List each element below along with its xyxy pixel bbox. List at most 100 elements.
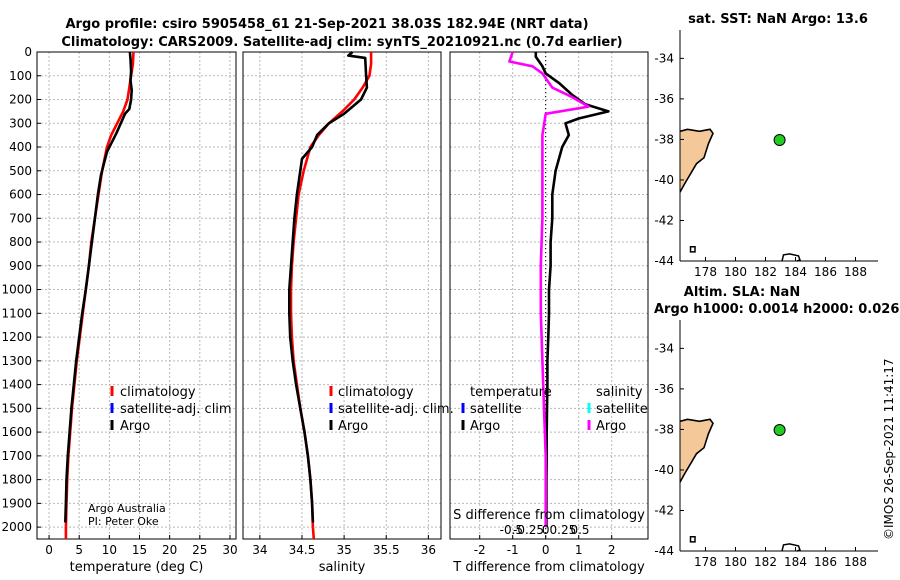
legend-label: satellite bbox=[470, 402, 522, 417]
map-x-tick-label: 178 bbox=[694, 265, 717, 279]
map-y-tick-label: -38 bbox=[654, 132, 674, 146]
figure-title-line2: Climatology: CARS2009. Satellite-adj cli… bbox=[61, 35, 622, 50]
axes-frame bbox=[36, 51, 237, 540]
x-tick-label: -1 bbox=[507, 543, 519, 557]
y-tick-label: 1100 bbox=[1, 306, 32, 320]
timestamp-label: ©IMOS 26-Sep-2021 11:41:17 bbox=[882, 358, 896, 540]
y-tick-label: 0 bbox=[24, 45, 32, 59]
map-x-tick-label: 184 bbox=[784, 555, 807, 569]
map-subtitle: Argo h1000: 0.0014 h2000: 0.026 bbox=[654, 302, 899, 317]
y-tick-label: 100 bbox=[9, 69, 32, 83]
y-tick-label: 700 bbox=[9, 211, 32, 225]
x-axis-label: T difference from climatology bbox=[452, 560, 645, 575]
pi-label: PI: Peter Oke bbox=[88, 515, 159, 528]
y-tick-label: 900 bbox=[9, 259, 32, 273]
series-line-t-diff bbox=[534, 52, 610, 528]
x-tick-label: 25 bbox=[192, 543, 207, 557]
s-tick-label: 0 bbox=[542, 523, 550, 537]
y-tick-label: 200 bbox=[9, 93, 32, 107]
s-tick-label: 0.5 bbox=[570, 523, 589, 537]
x-tick-label: 5 bbox=[75, 543, 83, 557]
map-x-tick-label: 180 bbox=[724, 265, 747, 279]
x-tick-label: 0 bbox=[542, 543, 550, 557]
map-title: sat. SST: NaN Argo: 13.6 bbox=[688, 12, 868, 27]
s-tick-label: 0.25 bbox=[550, 523, 577, 537]
map-y-tick-label: -42 bbox=[654, 503, 674, 517]
map-y-tick-label: -38 bbox=[654, 422, 674, 436]
map-x-tick-label: 180 bbox=[724, 555, 747, 569]
series-line-argo bbox=[288, 51, 369, 523]
x-tick-label: 1 bbox=[575, 543, 583, 557]
map-x-tick-label: 186 bbox=[814, 265, 837, 279]
x-tick-label: 10 bbox=[102, 543, 117, 557]
map-x-tick-label: 182 bbox=[754, 265, 777, 279]
legend-label: Argo bbox=[596, 419, 626, 434]
legend-label: satellite-adj. clim bbox=[120, 402, 232, 417]
y-tick-label: 1600 bbox=[1, 425, 32, 439]
map-y-tick-label: -40 bbox=[654, 173, 674, 187]
figure-title-line1: Argo profile: csiro 5905458_61 21-Sep-20… bbox=[65, 17, 588, 32]
y-tick-label: 400 bbox=[9, 140, 32, 154]
x-tick-label: 15 bbox=[132, 543, 147, 557]
x-tick-label: 35 bbox=[336, 543, 351, 557]
legend-label: satellite-adj. clim. bbox=[338, 402, 454, 417]
map-y-tick-label: -40 bbox=[654, 463, 674, 477]
y-tick-label: 800 bbox=[9, 235, 32, 249]
temperature-panel: 0 5 10 15 20 25 300100200300400500600700800900… bbox=[1, 45, 237, 575]
credit-label: Argo Australia bbox=[88, 502, 166, 515]
legend-label: climatology bbox=[338, 385, 414, 400]
island-outline bbox=[781, 543, 801, 552]
land-mass bbox=[679, 418, 714, 483]
map-x-tick-label: 184 bbox=[784, 265, 807, 279]
island-outline bbox=[781, 253, 801, 262]
legend-label: satellite bbox=[596, 402, 648, 417]
top-axis-label: S difference from climatology bbox=[453, 508, 645, 523]
legend-label: Argo bbox=[470, 419, 500, 434]
series-line-climatology bbox=[289, 52, 373, 540]
legend-label: climatology bbox=[120, 385, 196, 400]
island-outline bbox=[689, 246, 696, 253]
s-tick-label: -0.5 bbox=[500, 523, 523, 537]
map-y-tick-label: -36 bbox=[654, 382, 674, 396]
legend-title-salinity: salinity bbox=[596, 385, 643, 400]
y-tick-label: 300 bbox=[9, 116, 32, 130]
sla-map-panel: -34 -36 -38 -40 -42 -44 178 180 182 184 186 188 Alti… bbox=[654, 285, 899, 569]
y-tick-label: 1300 bbox=[1, 354, 32, 368]
series-line-argo bbox=[64, 51, 133, 523]
legend-label: Argo bbox=[120, 419, 150, 434]
map-y-tick-label: -44 bbox=[654, 544, 674, 558]
series-line-climatology bbox=[64, 51, 135, 539]
map-x-tick-label: 188 bbox=[844, 555, 867, 569]
map-y-tick-label: -34 bbox=[654, 341, 674, 355]
x-tick-label: 34.5 bbox=[289, 543, 316, 557]
x-tick-label: 36 bbox=[421, 543, 436, 557]
y-tick-label: 500 bbox=[9, 164, 32, 178]
land-mass bbox=[679, 128, 714, 193]
sst-map-panel: -34 -36 -38 -40 -42 -44 178 180 182 184 186 188 sat.… bbox=[654, 12, 878, 279]
y-tick-label: 1400 bbox=[1, 378, 32, 392]
y-tick-label: 1200 bbox=[1, 330, 32, 344]
x-tick-label: -2 bbox=[474, 543, 486, 557]
map-y-tick-label: -44 bbox=[654, 254, 674, 268]
x-tick-label: 20 bbox=[162, 543, 177, 557]
map-x-tick-label: 182 bbox=[754, 555, 777, 569]
x-axis-label: temperature (deg C) bbox=[70, 560, 204, 575]
axes-frame bbox=[242, 51, 442, 540]
map-y-tick-label: -42 bbox=[654, 213, 674, 227]
map-y-tick-label: -36 bbox=[654, 92, 674, 106]
x-tick-label: 34 bbox=[252, 543, 267, 557]
map-title: Altim. SLA: NaN bbox=[684, 285, 800, 300]
x-tick-label: 0 bbox=[45, 543, 53, 557]
axes-frame bbox=[449, 51, 649, 540]
profile-location-dot bbox=[773, 424, 786, 437]
salinity-panel: 34 34.5 35 35.5 36 salinity climatology satelli… bbox=[242, 51, 454, 575]
s-tick-label: -0.25 bbox=[513, 523, 544, 537]
map-x-tick-label: 186 bbox=[814, 555, 837, 569]
island-outline bbox=[689, 536, 696, 543]
legend-title-temperature: temperature bbox=[470, 385, 552, 400]
x-tick-label: 35.5 bbox=[373, 543, 400, 557]
map-y-tick-label: -34 bbox=[654, 51, 674, 65]
x-tick-label: 2 bbox=[608, 543, 616, 557]
y-tick-label: 600 bbox=[9, 188, 32, 202]
